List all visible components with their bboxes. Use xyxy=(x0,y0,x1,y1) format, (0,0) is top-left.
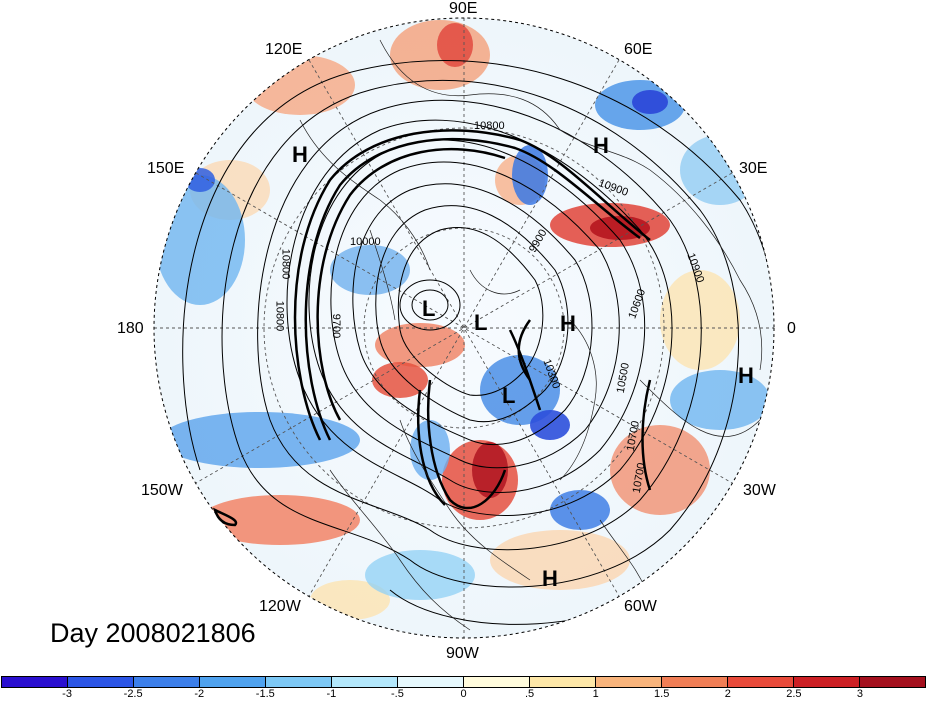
lon-label-180: 180 xyxy=(117,320,144,337)
colorbar-swatch xyxy=(266,677,332,687)
lon-label-90e: 90E xyxy=(449,0,478,17)
colorbar-swatch xyxy=(860,677,925,687)
colorbar-tick-label: -1.5 xyxy=(255,688,275,700)
colorbar-swatch xyxy=(398,677,464,687)
anomaly-field xyxy=(154,18,774,638)
colorbar-tick-label: -3 xyxy=(62,688,72,700)
colorbar-swatch xyxy=(200,677,266,687)
lon-label-150w: 150W xyxy=(141,482,183,499)
lon-label-120e: 120E xyxy=(265,41,303,58)
colorbar-swatch xyxy=(134,677,200,687)
contour-label: 10800 xyxy=(474,120,505,132)
colorbar-swatch xyxy=(596,677,662,687)
colorbar-tick-label: -1 xyxy=(326,688,337,700)
height-contours xyxy=(182,60,774,625)
colorbar-tick-label: 3 xyxy=(856,688,863,700)
colorbar-tick-label: -2.5 xyxy=(123,688,143,700)
lon-label-120w: 120W xyxy=(259,598,301,615)
colorbar-tick-label: .5 xyxy=(524,688,535,700)
colorbar-swatch xyxy=(794,677,860,687)
lon-label-30w: 30W xyxy=(743,482,776,499)
contour-label: 10000 xyxy=(350,236,381,248)
pressure-center-l: L xyxy=(474,310,488,335)
lon-label-90w: 90W xyxy=(446,645,479,662)
lon-label-150e: 150E xyxy=(147,160,185,177)
colorbar-tick-label: -2 xyxy=(194,688,205,700)
colorbar xyxy=(1,676,926,688)
colorbar-tick-label: 2.5 xyxy=(786,688,802,700)
map-boundary xyxy=(153,17,775,639)
contour-label: 10800 xyxy=(273,300,286,332)
colorbar-tick-label: 1 xyxy=(592,688,599,700)
day-label: Day 2008021806 xyxy=(50,618,256,648)
pressure-center-h: H xyxy=(738,363,754,388)
colorbar-tick-label: 0 xyxy=(460,688,467,700)
colorbar-swatch xyxy=(662,677,728,687)
colorbar-swatch xyxy=(728,677,794,687)
contour-label: 10800 xyxy=(279,248,292,280)
pressure-center-h: H xyxy=(292,142,308,167)
colorbar-swatch xyxy=(332,677,398,687)
pressure-center-l: L xyxy=(422,296,436,321)
lon-label-30e: 30E xyxy=(739,160,768,177)
colorbar-tick-label: -.5 xyxy=(391,688,404,700)
colorbar-tick-label: 1.5 xyxy=(654,688,670,700)
colorbar-swatch xyxy=(68,677,134,687)
colorbar-swatch xyxy=(464,677,530,687)
lon-label-60w: 60W xyxy=(624,598,657,615)
jet-contours xyxy=(212,129,652,527)
pressure-center-l: L xyxy=(502,383,516,408)
lon-label-60e: 60E xyxy=(624,41,653,58)
colorbar-swatch xyxy=(530,677,596,687)
contour-label: 9700 xyxy=(330,313,343,339)
pressure-center-h: H xyxy=(542,566,558,591)
pressure-center-h: H xyxy=(560,311,576,336)
colorbar-swatch xyxy=(2,677,68,687)
pressure-center-h: H xyxy=(593,133,609,158)
lon-label-0: 0 xyxy=(787,320,796,337)
colorbar-tick-label: 2 xyxy=(724,688,731,700)
coastlines xyxy=(299,39,763,631)
